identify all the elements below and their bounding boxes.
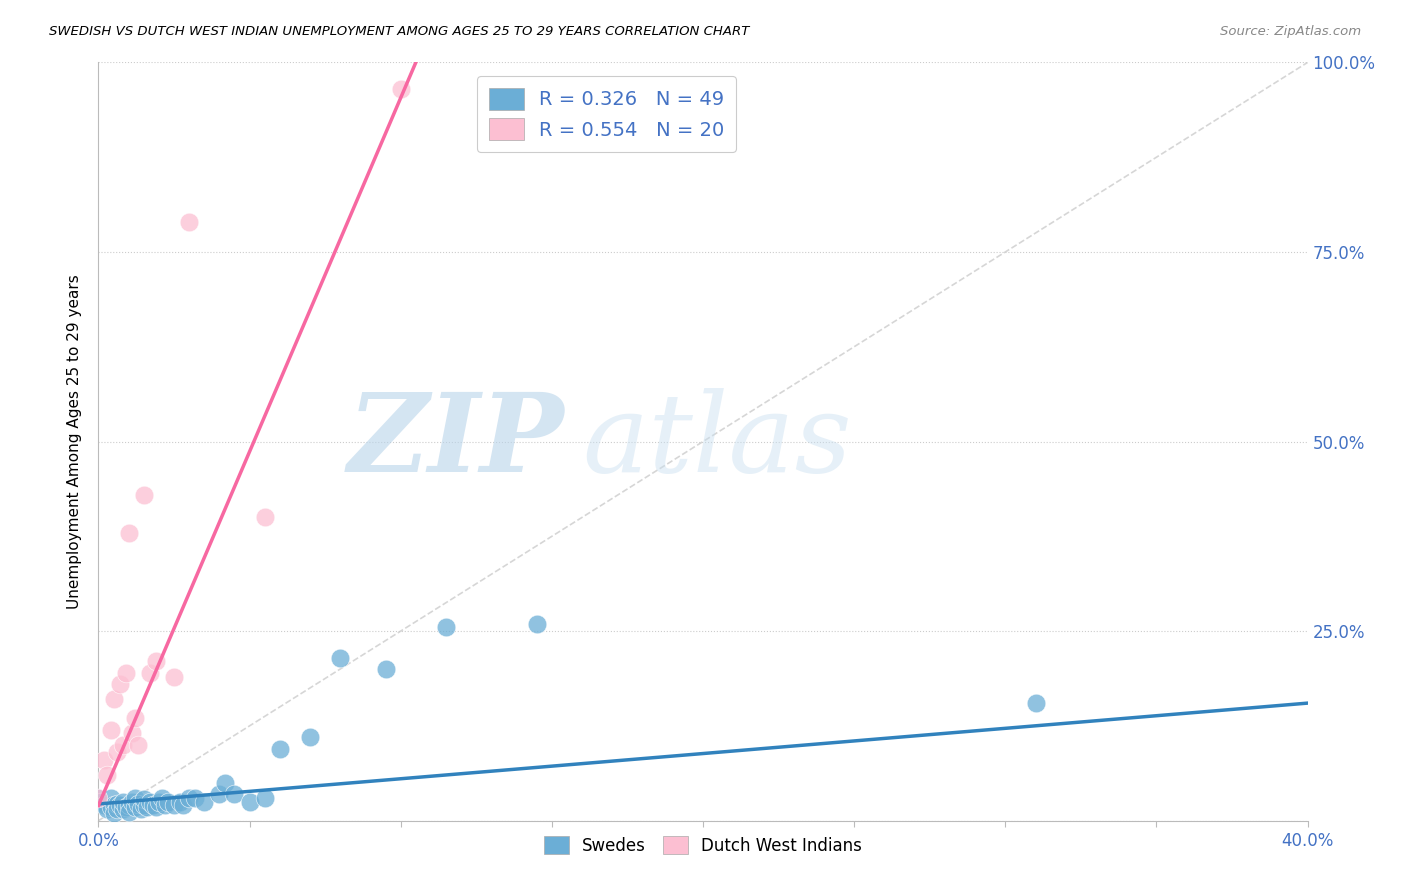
Point bbox=[156, 795, 179, 809]
Point bbox=[111, 802, 134, 816]
Point bbox=[132, 798, 155, 813]
Point bbox=[389, 82, 412, 96]
Point bbox=[124, 791, 146, 805]
Point bbox=[96, 768, 118, 782]
Point bbox=[124, 711, 146, 725]
Point bbox=[118, 805, 141, 819]
Point bbox=[105, 797, 128, 811]
Point bbox=[90, 795, 112, 809]
Point bbox=[145, 800, 167, 814]
Point bbox=[269, 741, 291, 756]
Point bbox=[87, 791, 110, 805]
Point bbox=[96, 802, 118, 816]
Point bbox=[374, 662, 396, 676]
Point bbox=[329, 650, 352, 665]
Point bbox=[103, 692, 125, 706]
Point bbox=[103, 798, 125, 813]
Legend: Swedes, Dutch West Indians: Swedes, Dutch West Indians bbox=[537, 830, 869, 862]
Point bbox=[100, 800, 122, 814]
Text: SWEDISH VS DUTCH WEST INDIAN UNEMPLOYMENT AMONG AGES 25 TO 29 YEARS CORRELATION : SWEDISH VS DUTCH WEST INDIAN UNEMPLOYMEN… bbox=[49, 25, 749, 38]
Point bbox=[114, 665, 136, 680]
Point bbox=[150, 791, 173, 805]
Point bbox=[299, 730, 322, 744]
Point bbox=[108, 677, 131, 691]
Text: atlas: atlas bbox=[582, 388, 852, 495]
Point bbox=[148, 795, 170, 809]
Point bbox=[163, 798, 186, 813]
Point bbox=[179, 791, 201, 805]
Point bbox=[153, 798, 176, 813]
Point bbox=[434, 620, 457, 634]
Point bbox=[142, 798, 165, 813]
Point bbox=[208, 787, 231, 801]
Point bbox=[121, 795, 143, 809]
Point bbox=[172, 798, 194, 813]
Point bbox=[163, 669, 186, 683]
Point bbox=[93, 753, 115, 767]
Point bbox=[121, 726, 143, 740]
Point bbox=[111, 738, 134, 752]
Point bbox=[127, 738, 149, 752]
Point bbox=[105, 746, 128, 760]
Point bbox=[253, 510, 276, 524]
Point bbox=[214, 776, 236, 790]
Point bbox=[132, 792, 155, 806]
Point bbox=[239, 795, 262, 809]
Point bbox=[139, 665, 162, 680]
Point bbox=[105, 802, 128, 816]
Point bbox=[193, 795, 215, 809]
Point bbox=[118, 798, 141, 813]
Point bbox=[129, 802, 152, 816]
Point bbox=[111, 795, 134, 809]
Point bbox=[108, 798, 131, 813]
Point bbox=[100, 723, 122, 737]
Point bbox=[184, 791, 207, 805]
Point bbox=[100, 791, 122, 805]
Point bbox=[139, 795, 162, 809]
Point bbox=[87, 791, 110, 805]
Point bbox=[179, 214, 201, 228]
Point bbox=[526, 616, 548, 631]
Point bbox=[145, 655, 167, 669]
Point bbox=[124, 800, 146, 814]
Point bbox=[253, 791, 276, 805]
Point bbox=[114, 800, 136, 814]
Point bbox=[127, 797, 149, 811]
Point bbox=[169, 795, 191, 809]
Point bbox=[224, 787, 246, 801]
Text: Source: ZipAtlas.com: Source: ZipAtlas.com bbox=[1220, 25, 1361, 38]
Point bbox=[103, 806, 125, 821]
Point bbox=[93, 798, 115, 813]
Y-axis label: Unemployment Among Ages 25 to 29 years: Unemployment Among Ages 25 to 29 years bbox=[67, 274, 83, 609]
Point bbox=[118, 525, 141, 540]
Point bbox=[132, 487, 155, 501]
Point bbox=[135, 800, 157, 814]
Text: ZIP: ZIP bbox=[347, 388, 564, 495]
Point bbox=[1024, 696, 1046, 710]
